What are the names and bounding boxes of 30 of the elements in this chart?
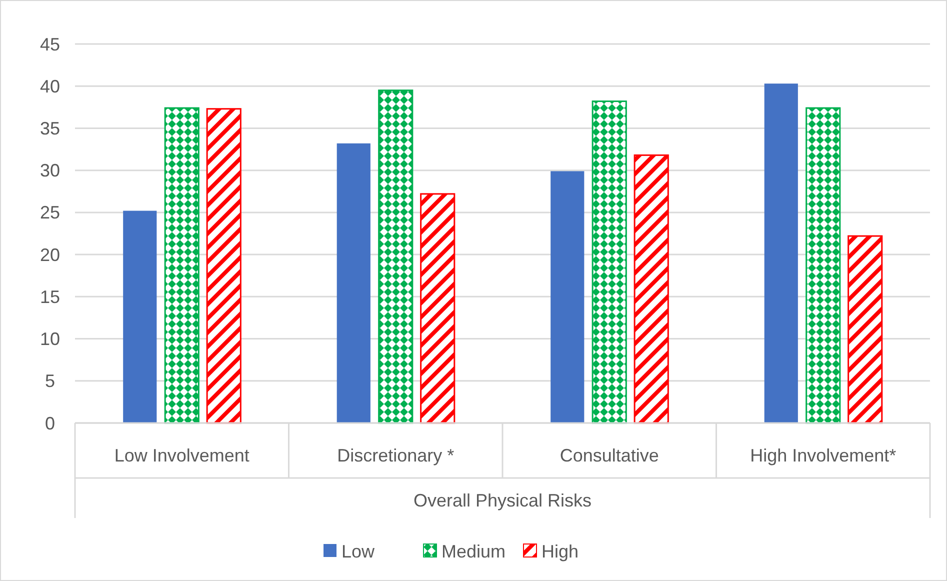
bar (336, 143, 370, 423)
bar (634, 154, 669, 424)
bar (764, 84, 798, 423)
y-tick-label: 30 (40, 160, 60, 181)
y-tick-label: 35 (40, 118, 60, 139)
x-tick-label: Discretionary * (337, 445, 454, 466)
y-tick-label: 45 (40, 34, 60, 54)
y-tick-label: 15 (40, 286, 60, 307)
y-tick-label: 10 (40, 329, 60, 350)
y-tick-label: 5 (44, 371, 56, 392)
bar (420, 193, 456, 424)
x-tick-label: High Involvement* (750, 445, 896, 466)
x-axis-title: Overall Physical Risks (413, 490, 592, 510)
x-tick-label: Consultative (560, 445, 659, 466)
x-tick-label: Low Involvement (114, 445, 250, 466)
bar (806, 107, 841, 424)
legend-label: High (542, 541, 579, 562)
y-tick-label: 0 (44, 413, 56, 434)
y-tick-label: 25 (40, 202, 60, 223)
legend-label: Low (342, 541, 376, 562)
bar (164, 107, 200, 424)
bar (123, 210, 157, 423)
bar (592, 100, 627, 424)
bar (848, 235, 883, 424)
bar (378, 90, 414, 424)
bar (206, 108, 242, 424)
y-tick-label: 40 (40, 76, 60, 96)
y-tick-label: 20 (40, 244, 60, 265)
legend-label: Medium (442, 541, 506, 562)
bar (550, 171, 584, 423)
